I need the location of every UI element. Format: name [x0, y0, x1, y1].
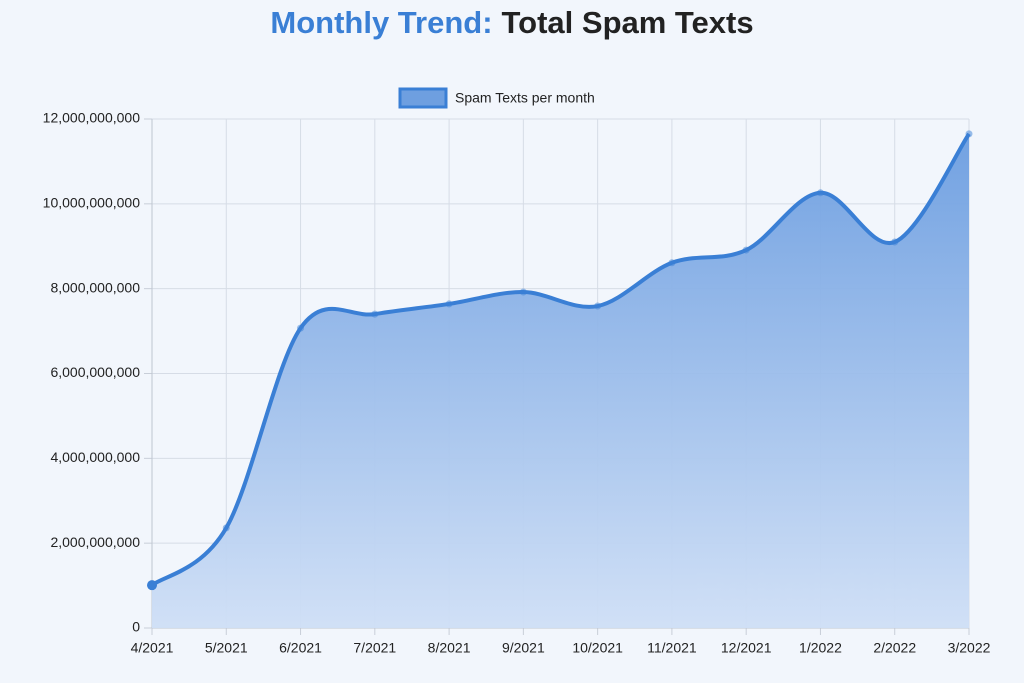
x-tick-label: 9/2021 — [502, 640, 545, 656]
x-tick-label: 1/2022 — [799, 640, 842, 656]
title-main: Total Spam Texts — [502, 5, 754, 40]
point — [147, 580, 157, 591]
x-tick-label: 8/2021 — [428, 640, 471, 656]
x-tick-label: 2/2022 — [873, 640, 916, 656]
y-tick-label: 2,000,000,000 — [50, 534, 140, 550]
point — [891, 238, 899, 246]
y-tick-label: 4,000,000,000 — [50, 449, 140, 465]
x-tick-label: 6/2021 — [279, 640, 322, 656]
y-tick-label: 0 — [132, 619, 140, 635]
point — [668, 259, 676, 267]
x-tick-label: 12/2021 — [721, 640, 772, 656]
point — [519, 288, 527, 296]
x-tick-label: 4/2021 — [131, 640, 174, 656]
point — [445, 300, 453, 308]
line — [150, 132, 971, 587]
x-tick-label: 5/2021 — [205, 640, 248, 656]
point — [965, 130, 973, 138]
point — [742, 246, 750, 254]
point — [816, 189, 824, 197]
x-tick-label: 11/2021 — [647, 640, 697, 656]
y-tick-label: 6,000,000,000 — [50, 364, 140, 380]
point — [222, 524, 230, 532]
x-tick-label: 3/2022 — [948, 640, 991, 656]
point — [297, 324, 305, 332]
x-tick-label: 7/2021 — [353, 640, 396, 656]
y-tick-label: 8,000,000,000 — [50, 279, 140, 295]
area-fill — [152, 133, 969, 629]
chart-title: Monthly Trend: Total Spam Texts — [270, 5, 753, 40]
point — [594, 302, 602, 310]
y-tick-label: 12,000,000,000 — [43, 110, 141, 126]
point — [371, 310, 379, 318]
legend-swatch — [398, 87, 448, 109]
y-tick-label: 10,000,000,000 — [43, 195, 141, 211]
legend-label: Spam Texts per month — [455, 90, 595, 106]
x-tick-label: 10/2021 — [572, 640, 623, 656]
title-prefix: Monthly Trend: — [270, 5, 492, 40]
